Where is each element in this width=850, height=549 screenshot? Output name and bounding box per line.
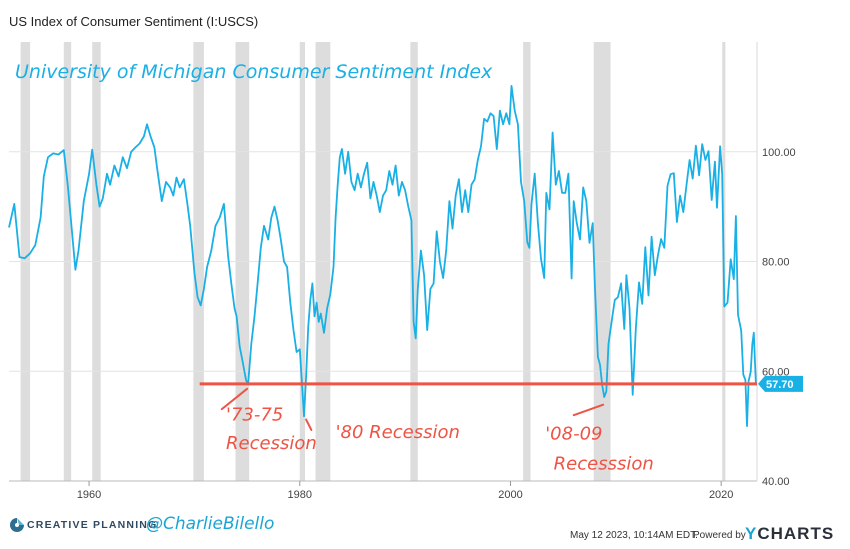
annotations: '73-75 Recession '80 Recession '08-09 Recess… <box>220 387 654 474</box>
powered-by-label: Powered by <box>693 530 746 541</box>
annotation-3: '08-09 <box>545 423 602 444</box>
twitter-handle[interactable]: @CharlieBilello <box>146 514 275 534</box>
ycharts-logo-rest: CHARTS <box>757 524 835 543</box>
annotation-1: Recession <box>226 433 317 454</box>
tick-labels: 1960 1980 2000 2020 40.00 60.00 80.00 100.00 57.… <box>77 147 803 501</box>
ycharts-logo[interactable]: YCHARTS <box>745 524 834 544</box>
company-name: CREATIVE PLANNING <box>27 519 158 531</box>
chart-inner-title: University of Michigan Consumer Sentimen… <box>15 61 493 83</box>
current-value-badge <box>758 375 803 392</box>
annotation-0: '73-75 <box>226 405 283 426</box>
y-tick-label-0: 40.00 <box>762 476 790 488</box>
annotation-2: '80 Recession <box>336 422 460 443</box>
annotation-4: Recesssion <box>554 453 654 474</box>
x-tick-label-1980: 1980 <box>288 489 312 501</box>
annotation-arrow-0 <box>220 387 249 411</box>
creative-planning-logo-icon <box>9 517 25 538</box>
y-tick-label-1: 60.00 <box>762 366 790 378</box>
series-layer <box>8 85 757 427</box>
annotation-arrow-2 <box>572 403 605 417</box>
y-tick-label-3: 100.00 <box>762 147 796 159</box>
annotation-arrow-1 <box>305 418 313 431</box>
series-line-0 <box>8 85 757 427</box>
current-value-label: 57.70 <box>766 379 794 391</box>
x-tick-label-2020: 2020 <box>709 489 733 501</box>
y-tick-label-2: 80.00 <box>762 257 790 269</box>
ycharts-logo-y: Y <box>745 524 758 543</box>
plot-frame <box>9 42 758 482</box>
x-tick-label-1960: 1960 <box>77 489 101 501</box>
chart-title: US Index of Consumer Sentiment (I:USCS) <box>9 14 259 29</box>
timestamp: May 12 2023, 10:14AM EDT. <box>570 530 698 541</box>
x-tick-label-2000: 2000 <box>498 489 522 501</box>
